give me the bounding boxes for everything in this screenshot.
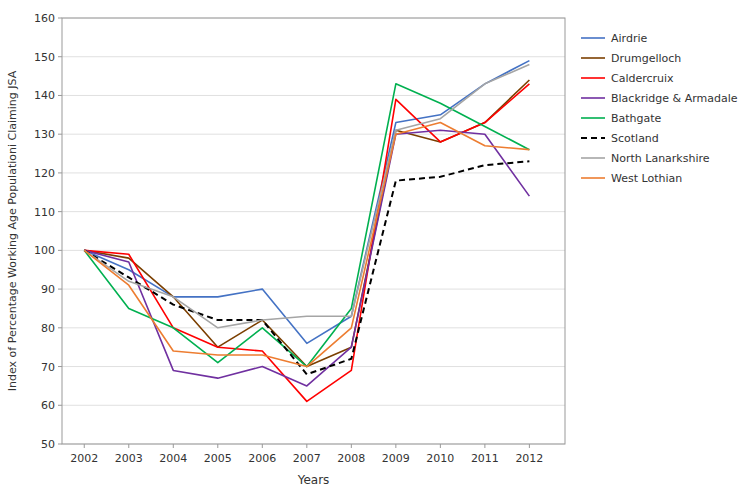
y-tick-label: 60 <box>41 399 55 412</box>
legend-label: Bathgate <box>611 112 662 125</box>
legend-swatch <box>581 177 605 179</box>
series-line <box>84 64 529 327</box>
y-tick-label: 120 <box>34 167 55 180</box>
x-tick <box>351 444 352 448</box>
legend-swatch <box>581 137 605 139</box>
legend-swatch <box>581 37 605 39</box>
y-tick-label: 160 <box>34 12 55 25</box>
series-line <box>84 161 529 374</box>
legend-label: North Lanarkshire <box>611 152 710 165</box>
y-tick-label: 50 <box>41 438 55 451</box>
y-tick <box>58 289 62 290</box>
y-tick <box>58 405 62 406</box>
y-axis-label: Index of Percentage Working Age Populati… <box>6 70 19 391</box>
y-tick <box>58 366 62 367</box>
grid-line <box>62 289 565 290</box>
x-axis-label: Years <box>297 473 330 487</box>
grid-line <box>62 95 565 96</box>
legend-label: Airdrie <box>611 32 647 45</box>
y-axis: 50 60 70 80 90 100 110 120 130 140 150 160 <box>34 12 62 451</box>
y-tick-label: 110 <box>34 206 55 219</box>
y-tick <box>58 211 62 212</box>
x-axis: 2002 2003 2004 2005 2006 2007 2008 2009 2010 2011… <box>70 444 543 465</box>
grid-line <box>62 405 565 406</box>
y-tick <box>58 327 62 328</box>
grid <box>62 18 565 444</box>
y-tick-label: 130 <box>34 128 55 141</box>
x-tick <box>84 444 85 448</box>
x-tick-label: 2005 <box>204 452 232 465</box>
chart-svg: 5060708090100110120130140150160200220032… <box>0 0 755 496</box>
legend-label: Blackridge & Armadale <box>611 92 738 105</box>
legend-swatch <box>581 57 605 59</box>
x-tick-label: 2009 <box>382 452 410 465</box>
y-tick <box>58 18 62 19</box>
legend-label: Caldercruix <box>611 72 674 85</box>
x-tick <box>173 444 174 448</box>
legend-swatch <box>581 117 605 119</box>
y-tick <box>58 134 62 135</box>
x-tick <box>529 444 530 448</box>
x-tick-label: 2011 <box>471 452 499 465</box>
x-tick-label: 2008 <box>337 452 365 465</box>
series-line <box>84 80 529 367</box>
legend-swatch <box>581 97 605 99</box>
x-tick <box>395 444 396 448</box>
series-line <box>84 123 529 367</box>
grid-line <box>62 327 565 328</box>
series-line <box>84 84 529 402</box>
series-line <box>84 84 529 367</box>
y-tick <box>58 56 62 57</box>
x-tick <box>217 444 218 448</box>
grid-line <box>62 172 565 173</box>
x-tick-label: 2002 <box>70 452 98 465</box>
plot-frame <box>62 18 565 444</box>
legend: Airdrie Drumgelloch Caldercruix Blackridge … <box>581 32 738 185</box>
x-tick-label: 2010 <box>426 452 454 465</box>
x-tick-label: 2007 <box>293 452 321 465</box>
x-tick <box>128 444 129 448</box>
grid-line <box>62 211 565 212</box>
y-tick <box>58 250 62 251</box>
y-tick <box>58 95 62 96</box>
x-tick <box>306 444 307 448</box>
legend-label: Drumgelloch <box>611 52 681 65</box>
legend-label: Scotland <box>611 132 659 145</box>
grid-line <box>62 134 565 135</box>
y-tick-label: 90 <box>41 283 55 296</box>
y-tick-label: 140 <box>34 89 55 102</box>
legend-swatch <box>581 157 605 159</box>
series-line <box>84 61 529 344</box>
series-lines <box>84 61 529 402</box>
x-tick <box>440 444 441 448</box>
y-tick <box>58 172 62 173</box>
x-tick <box>484 444 485 448</box>
y-tick-label: 80 <box>41 322 55 335</box>
y-tick-label: 150 <box>34 51 55 64</box>
grid-line <box>62 56 565 57</box>
grid-line <box>62 250 565 251</box>
x-tick-label: 2004 <box>159 452 187 465</box>
y-tick <box>58 444 62 445</box>
x-tick <box>262 444 263 448</box>
x-tick-label: 2003 <box>115 452 143 465</box>
x-tick-label: 2006 <box>248 452 276 465</box>
x-tick-label: 2012 <box>515 452 543 465</box>
grid-line <box>62 366 565 367</box>
y-tick-label: 70 <box>41 361 55 374</box>
legend-swatch <box>581 77 605 79</box>
y-tick-label: 100 <box>34 244 55 257</box>
chart-container: 5060708090100110120130140150160200220032… <box>0 0 755 496</box>
series-line <box>84 130 529 386</box>
legend-label: West Lothian <box>611 172 682 185</box>
